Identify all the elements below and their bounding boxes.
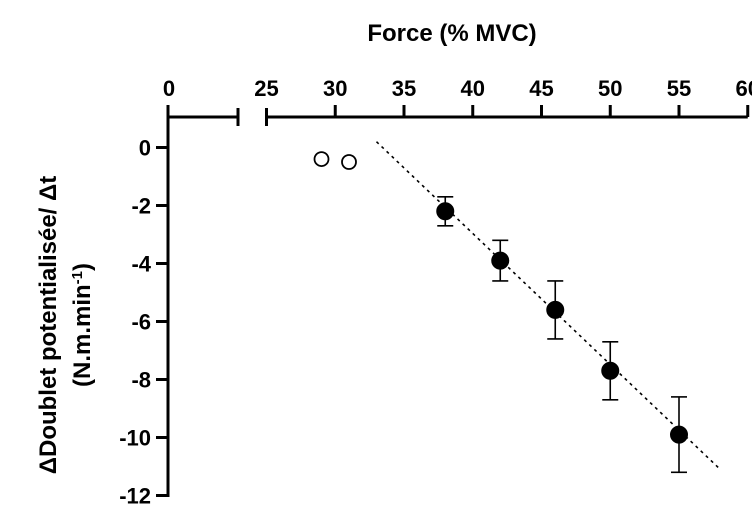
y-axis-title-exponent: -1 xyxy=(69,271,86,284)
data-point-filled xyxy=(546,300,565,319)
data-point-open xyxy=(313,151,330,168)
x-tick-label: 45 xyxy=(529,76,553,101)
y-axis-title-close: ) xyxy=(69,263,96,271)
y-tick-label: -4 xyxy=(131,252,151,277)
x-tick-label: 40 xyxy=(461,76,485,101)
y-tick-label: -10 xyxy=(119,426,151,451)
data-point-open xyxy=(341,154,357,170)
y-tick-label: -12 xyxy=(119,484,151,505)
y-tick-label: -8 xyxy=(131,368,151,393)
y-axis-title: ΔDoublet potentialisée/ Δt (N.m.min-1) xyxy=(35,176,96,475)
y-axis-title-line2: (N.m.min-1) xyxy=(69,263,97,387)
x-tick-label: 35 xyxy=(392,76,416,101)
y-tick-label: -2 xyxy=(131,194,151,219)
x-tick-label: 0 xyxy=(163,76,175,101)
x-tick-label: 55 xyxy=(667,76,691,101)
y-tick-label: 0 xyxy=(139,136,151,161)
y-tick-label: -6 xyxy=(131,310,151,335)
x-axis-title: Force (% MVC) xyxy=(367,20,536,47)
data-point-filled xyxy=(670,425,688,444)
axes: 0 25 30 35 40 45 50 55 60 0 -2 -4 -6 -8 -10 -12 xyxy=(119,76,752,505)
data-marks xyxy=(313,151,688,474)
fit-line xyxy=(375,141,721,470)
data-point-filled xyxy=(436,202,455,221)
x-tick-label: 30 xyxy=(323,76,347,101)
x-tick-label: 50 xyxy=(598,76,622,101)
x-tick-label: 25 xyxy=(254,76,278,101)
data-point-filled xyxy=(491,251,510,270)
data-point-filled xyxy=(601,361,620,380)
y-axis-title-unit: (N.m.min xyxy=(69,284,96,387)
fit-line-group xyxy=(375,141,721,470)
y-axis-title-line1: ΔDoublet potentialisée/ Δt xyxy=(35,176,62,475)
x-tick-label: 60 xyxy=(736,76,752,101)
